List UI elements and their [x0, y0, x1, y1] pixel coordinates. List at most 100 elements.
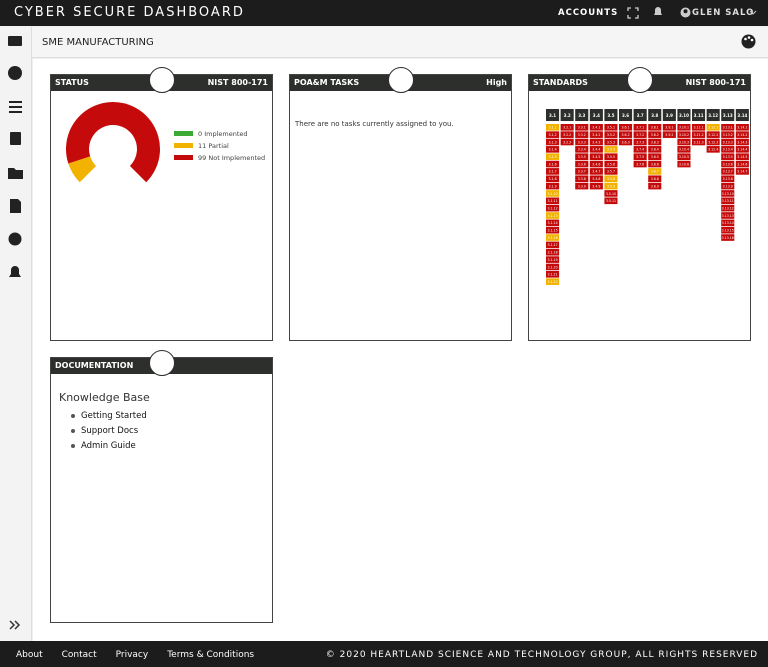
control-cell[interactable]: [721, 153, 735, 160]
control-cell[interactable]: [575, 182, 589, 190]
control-cell[interactable]: [633, 138, 647, 146]
control-cell[interactable]: [706, 124, 720, 131]
control-cell[interactable]: [604, 160, 618, 168]
control-cell[interactable]: [575, 168, 589, 175]
control-cell[interactable]: [546, 146, 560, 153]
file-icon[interactable]: [10, 199, 21, 213]
control-cell[interactable]: [604, 168, 618, 175]
control-cell[interactable]: [604, 190, 618, 197]
monitor-icon[interactable]: [8, 36, 22, 46]
control-cell[interactable]: [546, 212, 560, 219]
bell-nav-icon[interactable]: [9, 266, 21, 277]
control-cell[interactable]: [604, 175, 618, 183]
doc-link[interactable]: Getting Started: [81, 411, 147, 421]
control-cell[interactable]: [692, 124, 706, 131]
control-cell[interactable]: [692, 131, 706, 138]
control-cell[interactable]: [546, 175, 560, 183]
control-cell[interactable]: [662, 131, 676, 138]
control-cell[interactable]: [589, 175, 603, 183]
control-cell[interactable]: [604, 146, 618, 153]
control-cell[interactable]: [721, 182, 735, 190]
folder-icon[interactable]: [8, 168, 23, 179]
control-cell[interactable]: [721, 138, 735, 146]
control-cell[interactable]: [546, 204, 560, 212]
control-cell[interactable]: [546, 234, 560, 241]
control-cell[interactable]: [662, 124, 676, 131]
control-cell[interactable]: [648, 124, 662, 131]
control-cell[interactable]: [589, 153, 603, 160]
control-cell[interactable]: [721, 146, 735, 153]
control-cell[interactable]: [735, 153, 749, 160]
control-cell[interactable]: [546, 153, 560, 160]
control-cell[interactable]: [546, 278, 560, 285]
control-cell[interactable]: [589, 146, 603, 153]
user-icon[interactable]: [680, 7, 691, 18]
control-cell[interactable]: [546, 131, 560, 138]
control-cell[interactable]: [633, 153, 647, 160]
control-cell[interactable]: [633, 131, 647, 138]
control-cell[interactable]: [677, 131, 691, 138]
control-cell[interactable]: [575, 146, 589, 153]
bell-icon[interactable]: [652, 6, 664, 18]
control-cell[interactable]: [735, 160, 749, 168]
control-cell[interactable]: [589, 168, 603, 175]
doc-link[interactable]: Admin Guide: [81, 441, 136, 451]
user-menu[interactable]: GLEN SALO: [692, 8, 755, 18]
control-cell[interactable]: [546, 138, 560, 146]
control-cell[interactable]: [604, 124, 618, 131]
control-cell[interactable]: [575, 131, 589, 138]
control-cell[interactable]: [633, 146, 647, 153]
control-cell[interactable]: [546, 256, 560, 263]
control-cell[interactable]: [560, 124, 574, 131]
control-cell[interactable]: [575, 175, 589, 183]
control-cell[interactable]: [648, 160, 662, 168]
control-cell[interactable]: [633, 160, 647, 168]
fullscreen-icon[interactable]: [627, 7, 639, 19]
control-cell[interactable]: [706, 146, 720, 153]
control-cell[interactable]: [604, 153, 618, 160]
control-cell[interactable]: [721, 219, 735, 227]
control-cell[interactable]: [648, 153, 662, 160]
control-cell[interactable]: [735, 131, 749, 138]
control-cell[interactable]: [546, 190, 560, 197]
control-cell[interactable]: [735, 146, 749, 153]
control-cell[interactable]: [604, 182, 618, 190]
control-cell[interactable]: [619, 131, 633, 138]
control-cell[interactable]: [546, 124, 560, 131]
control-cell[interactable]: [589, 182, 603, 190]
control-cell[interactable]: [546, 226, 560, 234]
doc-link[interactable]: Support Docs: [81, 426, 139, 436]
control-cell[interactable]: [648, 168, 662, 175]
control-cell[interactable]: [721, 175, 735, 183]
globe-icon[interactable]: [8, 232, 22, 246]
control-cell[interactable]: [619, 124, 633, 131]
footer-link[interactable]: About: [16, 650, 43, 660]
control-cell[interactable]: [604, 138, 618, 146]
control-cell[interactable]: [589, 160, 603, 168]
control-cell[interactable]: [648, 138, 662, 146]
control-cell[interactable]: [721, 160, 735, 168]
footer-link[interactable]: Contact: [61, 650, 97, 660]
accounts-link[interactable]: ACCOUNTS: [558, 8, 619, 18]
control-cell[interactable]: [721, 212, 735, 219]
control-cell[interactable]: [721, 197, 735, 205]
control-cell[interactable]: [677, 124, 691, 131]
footer-link[interactable]: Privacy: [115, 650, 149, 660]
control-cell[interactable]: [677, 153, 691, 160]
control-cell[interactable]: [546, 248, 560, 256]
control-cell[interactable]: [735, 138, 749, 146]
control-cell[interactable]: [721, 190, 735, 197]
control-cell[interactable]: [575, 138, 589, 146]
control-cell[interactable]: [677, 138, 691, 146]
list-icon[interactable]: [9, 101, 22, 103]
control-cell[interactable]: [546, 263, 560, 271]
gauge-icon[interactable]: [8, 66, 22, 80]
control-cell[interactable]: [633, 124, 647, 131]
control-cell[interactable]: [692, 138, 706, 146]
control-cell[interactable]: [546, 271, 560, 278]
control-cell[interactable]: [721, 226, 735, 234]
control-cell[interactable]: [648, 146, 662, 153]
control-cell[interactable]: [735, 124, 749, 131]
footer-link[interactable]: Terms & Conditions: [167, 650, 255, 660]
control-cell[interactable]: [604, 197, 618, 205]
